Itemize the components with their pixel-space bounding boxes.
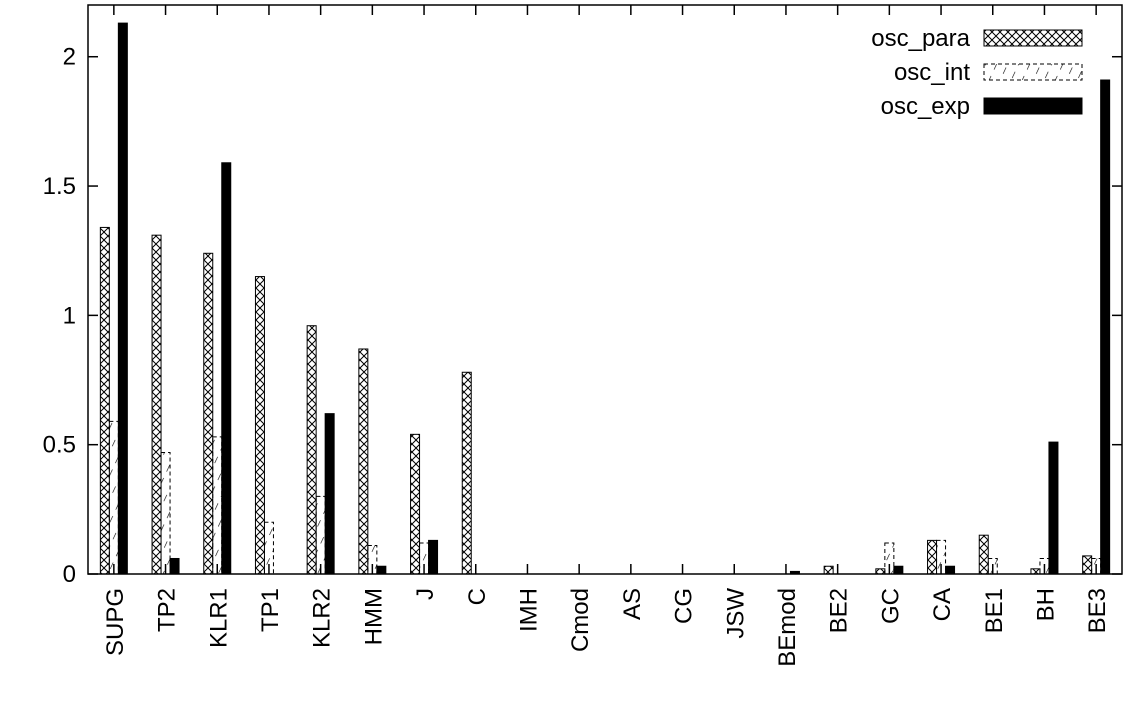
legend-swatch-osc_para	[983, 29, 1083, 47]
bar-osc_para-KLR2	[306, 325, 317, 575]
bar-osc_int-GC	[884, 542, 895, 575]
bar-osc_exp-J	[428, 539, 439, 575]
x-tick-label: SUPG	[102, 588, 129, 656]
bar-osc_exp-TP2	[169, 557, 180, 575]
bar-osc_para-J	[410, 433, 421, 575]
legend-label-osc_para: osc_para	[871, 25, 970, 52]
x-tick-label: J	[412, 588, 439, 600]
y-tick-label: 0.5	[43, 432, 76, 459]
bars	[99, 22, 1111, 575]
x-tick-label: TP2	[154, 588, 181, 632]
x-tick-label: BE3	[1084, 588, 1111, 633]
x-tick-label: BEmod	[774, 588, 801, 667]
y-tick-label: 0	[63, 561, 76, 588]
bar-osc_exp-CA	[945, 565, 956, 575]
y-tick-label: 1.5	[43, 173, 76, 200]
bar-osc_para-CA	[927, 539, 938, 575]
legend-swatch-osc_int	[983, 63, 1083, 81]
bar-osc_exp-KLR1	[221, 162, 232, 575]
legend-swatch-osc_exp	[983, 97, 1083, 115]
bar-osc_int-SUPG	[108, 420, 119, 575]
x-tick-label: KLR2	[309, 588, 336, 648]
bar-osc_int-BH	[1039, 557, 1050, 575]
x-tick-label: IMH	[515, 588, 542, 632]
bar-osc_int-KLR2	[315, 495, 326, 575]
bar-osc_para-C	[461, 371, 472, 575]
bar-osc_int-TP2	[160, 451, 171, 575]
x-tick-label: C	[464, 588, 491, 605]
x-tick-label: CG	[671, 588, 698, 624]
bar-osc_exp-KLR2	[324, 413, 335, 575]
bar-osc_exp-SUPG	[117, 22, 128, 575]
bar-osc_exp-HMM	[376, 565, 387, 575]
bar-osc_para-KLR1	[203, 252, 214, 575]
bar-osc_para-BE2	[823, 565, 834, 575]
bar-osc_exp-BE3	[1100, 79, 1111, 575]
bar-osc_para-TP2	[151, 234, 162, 575]
x-axis: SUPG TP2 KLR1 TP1 KLR2 HMM J C IMH Cmod AS CG JSW BEm…	[102, 5, 1111, 667]
bar-osc_para-HMM	[358, 348, 369, 575]
bar-osc_para-BE3	[1082, 555, 1093, 575]
bar-osc_para-BE1	[978, 534, 989, 575]
bar-osc_int-J	[419, 542, 430, 575]
y-tick-label: 2	[63, 44, 76, 71]
bar-osc_int-BE3	[1091, 557, 1102, 575]
legend: osc_para osc_int osc_exp	[871, 25, 1083, 120]
bar-osc_para-GC	[875, 568, 886, 575]
plot-frame	[87, 4, 1123, 575]
x-tick-label: BE2	[826, 588, 853, 633]
bar-osc_exp-BEmod	[789, 570, 800, 575]
x-tick-label: TP1	[257, 588, 284, 632]
legend-label-osc_int: osc_int	[894, 59, 970, 86]
bar-osc_para-SUPG	[99, 226, 110, 575]
bar-osc_int-HMM	[367, 545, 378, 575]
x-tick-label: BE1	[981, 588, 1008, 633]
bar-osc_exp-GC	[893, 565, 904, 575]
x-tick-label: KLR1	[205, 588, 232, 648]
x-tick-label: CA	[929, 588, 956, 621]
x-tick-label: HMM	[360, 588, 387, 645]
bar-osc_int-KLR1	[212, 436, 223, 575]
bar-osc_int-BE1	[987, 557, 998, 575]
legend-label-osc_exp: osc_exp	[881, 93, 970, 120]
x-tick-label: JSW	[722, 588, 749, 639]
bar-osc_para-TP1	[254, 276, 265, 575]
y-tick-label: 1	[63, 302, 76, 329]
bar-osc_int-CA	[936, 539, 947, 575]
y-axis: 0 0.5 1 1.5 2	[43, 44, 1122, 588]
x-tick-label: BH	[1032, 588, 1059, 621]
x-tick-label: AS	[619, 588, 646, 620]
bar-osc_exp-BH	[1048, 441, 1059, 575]
x-tick-label: Cmod	[567, 588, 594, 652]
bar-osc_para-BH	[1030, 568, 1041, 575]
bar-osc_int-TP1	[263, 521, 274, 575]
x-tick-label: GC	[877, 588, 904, 624]
